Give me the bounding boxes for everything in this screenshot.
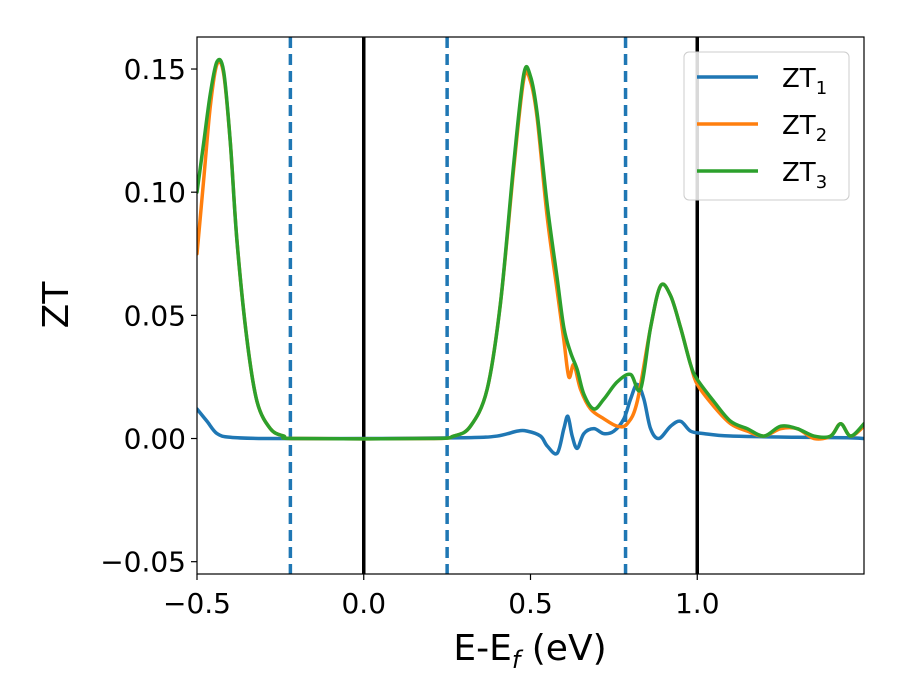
x-tick-label: 1.0 <box>675 587 720 620</box>
x-axis-ticks: −0.5 0.0 0.5 1.0 <box>163 574 720 620</box>
series-line-3 <box>197 57 864 441</box>
legend-label-1: ZT1 <box>782 64 827 99</box>
y-tick-label: 0.00 <box>124 423 186 456</box>
legend-label-2: ZT2 <box>782 111 827 146</box>
reference-lines <box>288 37 699 574</box>
x-axis-title: E-Ef (eV) <box>453 628 606 674</box>
series-line-1 <box>197 382 864 456</box>
y-tick-label: 0.05 <box>124 299 186 332</box>
series-layer <box>197 57 864 456</box>
y-axis-title: ZT <box>36 281 77 329</box>
legend-label-3: ZT3 <box>782 158 827 193</box>
x-tick-label: 0.0 <box>341 587 386 620</box>
legend-box <box>683 51 850 201</box>
y-tick-label: 0.15 <box>124 53 186 86</box>
y-tick-label: 0.10 <box>124 176 186 209</box>
x-tick-label: −0.5 <box>163 587 231 620</box>
y-tick-label: −0.05 <box>100 546 186 579</box>
legend: ZT1 ZT2 ZT3 <box>683 51 850 201</box>
y-axis-ticks: −0.05 0.00 0.05 0.10 0.15 <box>100 53 197 579</box>
x-tick-label: 0.5 <box>508 587 553 620</box>
